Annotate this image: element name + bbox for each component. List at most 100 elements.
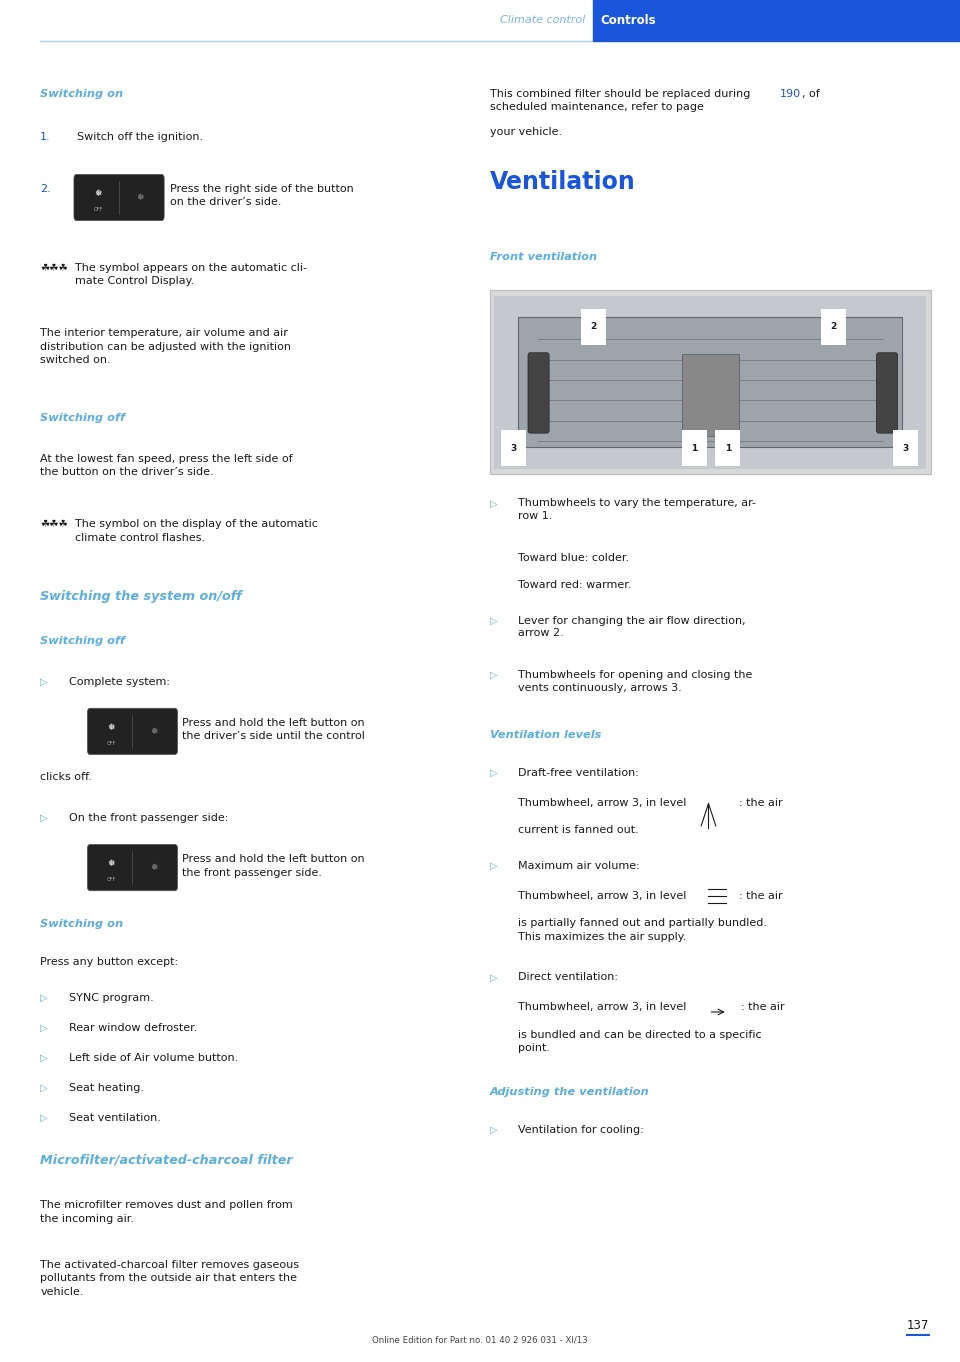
Text: The symbol appears on the automatic cli-
mate Control Display.: The symbol appears on the automatic cli-… <box>75 263 307 286</box>
Bar <box>682 354 739 436</box>
Text: Front ventilation: Front ventilation <box>490 252 597 262</box>
Text: Toward blue: colder.: Toward blue: colder. <box>518 553 630 563</box>
Text: 1: 1 <box>725 444 731 452</box>
Text: ▷: ▷ <box>490 1125 497 1135</box>
Text: Press any button except:: Press any button except: <box>40 957 179 967</box>
Text: Climate control: Climate control <box>500 15 586 26</box>
FancyBboxPatch shape <box>876 353 898 433</box>
Bar <box>593 0 960 41</box>
Text: Ventilation levels: Ventilation levels <box>490 730 601 740</box>
Text: Rear window defroster.: Rear window defroster. <box>69 1023 198 1032</box>
Bar <box>821 309 846 345</box>
Text: OFF: OFF <box>93 207 103 212</box>
FancyBboxPatch shape <box>87 708 178 755</box>
Text: ❅: ❅ <box>150 727 157 735</box>
Text: ▷: ▷ <box>490 670 497 680</box>
Text: is partially fanned out and partially bundled.
This maximizes the air supply.: is partially fanned out and partially bu… <box>518 918 767 941</box>
Text: Direct ventilation:: Direct ventilation: <box>518 972 618 982</box>
Bar <box>715 430 740 466</box>
Text: Thumbwheel, arrow 3, in level: Thumbwheel, arrow 3, in level <box>518 798 690 808</box>
Text: ❅: ❅ <box>108 723 115 733</box>
Text: 2: 2 <box>830 323 836 331</box>
Text: ▷: ▷ <box>40 993 48 1002</box>
Text: ▷: ▷ <box>40 1023 48 1032</box>
Text: Lever for changing the air flow direction,
arrow 2.: Lever for changing the air flow directio… <box>518 616 746 639</box>
Text: Ventilation for cooling:: Ventilation for cooling: <box>518 1125 644 1135</box>
Text: Press and hold the left button on
the driver’s side until the control: Press and hold the left button on the dr… <box>182 718 365 741</box>
Text: Switching the system on/off: Switching the system on/off <box>40 590 242 603</box>
Text: ❅: ❅ <box>150 864 157 872</box>
Text: your vehicle.: your vehicle. <box>490 127 562 136</box>
Bar <box>490 290 931 474</box>
Text: : the air: : the air <box>741 1002 784 1012</box>
Text: ▷: ▷ <box>40 813 48 823</box>
Text: ❅: ❅ <box>94 189 102 199</box>
Text: Toward red: warmer.: Toward red: warmer. <box>518 580 632 590</box>
Text: 1: 1 <box>691 444 697 452</box>
Text: : the air: : the air <box>739 891 782 900</box>
Text: Press the right side of the button
on the driver’s side.: Press the right side of the button on th… <box>170 184 353 207</box>
Text: Press and hold the left button on
the front passenger side.: Press and hold the left button on the fr… <box>182 854 365 877</box>
Text: is bundled and can be directed to a specific
point.: is bundled and can be directed to a spec… <box>518 1030 762 1053</box>
Text: Draft-free ventilation:: Draft-free ventilation: <box>518 768 639 778</box>
Text: ▷: ▷ <box>490 768 497 778</box>
Text: 1.: 1. <box>40 132 51 142</box>
Text: 2.: 2. <box>40 184 51 193</box>
Text: Complete system:: Complete system: <box>69 677 170 686</box>
Text: Switching on: Switching on <box>40 919 124 929</box>
Text: 2: 2 <box>590 323 596 331</box>
Text: Thumbwheel, arrow 3, in level: Thumbwheel, arrow 3, in level <box>518 891 690 900</box>
Text: Microfilter/activated-charcoal filter: Microfilter/activated-charcoal filter <box>40 1154 293 1167</box>
Bar <box>893 430 918 466</box>
Text: Thumbwheels for opening and closing the
vents continuously, arrows 3.: Thumbwheels for opening and closing the … <box>518 670 753 693</box>
Text: Switching off: Switching off <box>40 413 126 422</box>
Text: Switching on: Switching on <box>40 89 124 98</box>
FancyBboxPatch shape <box>528 353 549 433</box>
Text: 3: 3 <box>902 444 908 452</box>
Text: OFF: OFF <box>107 877 116 883</box>
Text: , of: , of <box>802 89 819 98</box>
Text: Ventilation: Ventilation <box>490 170 636 195</box>
Text: SYNC program.: SYNC program. <box>69 993 154 1002</box>
Text: ▷: ▷ <box>490 498 497 508</box>
Text: ▷: ▷ <box>40 1053 48 1062</box>
Text: clicks off.: clicks off. <box>40 772 92 782</box>
Text: 3: 3 <box>511 444 516 452</box>
Text: Switching off: Switching off <box>40 636 126 646</box>
Text: Controls: Controls <box>600 14 656 27</box>
Text: ❅: ❅ <box>136 193 144 202</box>
Text: current is fanned out.: current is fanned out. <box>518 825 639 835</box>
Text: Thumbwheel, arrow 3, in level: Thumbwheel, arrow 3, in level <box>518 1002 690 1012</box>
Bar <box>581 309 606 345</box>
Text: ▷: ▷ <box>490 972 497 982</box>
Text: On the front passenger side:: On the front passenger side: <box>69 813 228 823</box>
Text: ❅: ❅ <box>108 859 115 869</box>
Text: Switch off the ignition.: Switch off the ignition. <box>77 132 203 142</box>
Text: This combined filter should be replaced during
scheduled maintenance, refer to p: This combined filter should be replaced … <box>490 89 750 112</box>
Text: ☘☘☘: ☘☘☘ <box>40 263 68 272</box>
Bar <box>682 430 707 466</box>
Text: OFF: OFF <box>107 741 116 746</box>
Text: 137: 137 <box>907 1318 929 1332</box>
Text: Left side of Air volume button.: Left side of Air volume button. <box>69 1053 238 1062</box>
Text: The microfilter removes dust and pollen from
the incoming air.: The microfilter removes dust and pollen … <box>40 1200 293 1223</box>
Text: Online Edition for Part no. 01 40 2 926 031 - XI/13: Online Edition for Part no. 01 40 2 926 … <box>372 1336 588 1344</box>
Text: : the air: : the air <box>739 798 782 808</box>
Text: Seat heating.: Seat heating. <box>69 1083 144 1092</box>
Text: ☘☘☘: ☘☘☘ <box>40 519 68 528</box>
FancyBboxPatch shape <box>74 174 164 221</box>
Text: ▷: ▷ <box>40 1083 48 1092</box>
Text: Adjusting the ventilation: Adjusting the ventilation <box>490 1087 649 1096</box>
Bar <box>494 296 926 469</box>
Text: ▷: ▷ <box>490 616 497 625</box>
Text: The activated-charcoal filter removes gaseous
pollutants from the outside air th: The activated-charcoal filter removes ga… <box>40 1260 300 1297</box>
Text: Thumbwheels to vary the temperature, ar-
row 1.: Thumbwheels to vary the temperature, ar-… <box>518 498 756 522</box>
Text: The interior temperature, air volume and air
distribution can be adjusted with t: The interior temperature, air volume and… <box>40 328 291 365</box>
Text: ▷: ▷ <box>490 861 497 870</box>
Text: ▷: ▷ <box>40 677 48 686</box>
Text: 190: 190 <box>780 89 801 98</box>
Text: The symbol on the display of the automatic
climate control flashes.: The symbol on the display of the automat… <box>75 519 318 542</box>
Text: Maximum air volume:: Maximum air volume: <box>518 861 640 870</box>
Text: Seat ventilation.: Seat ventilation. <box>69 1113 161 1122</box>
FancyBboxPatch shape <box>87 844 178 891</box>
